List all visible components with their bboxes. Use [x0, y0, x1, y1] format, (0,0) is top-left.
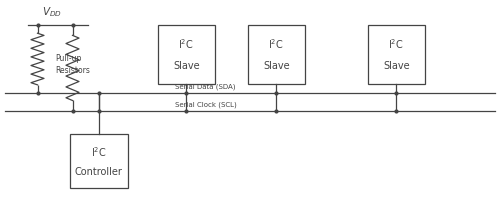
Text: Slave: Slave	[263, 61, 289, 71]
Text: $V_{DD}$: $V_{DD}$	[42, 5, 62, 19]
Text: I$^2$C: I$^2$C	[388, 37, 404, 51]
Bar	[368, 25, 425, 84]
Text: I$^2$C: I$^2$C	[178, 37, 194, 51]
Text: Slave: Slave	[383, 61, 409, 71]
Text: Slave: Slave	[173, 61, 200, 71]
Bar	[70, 134, 128, 188]
Bar	[248, 25, 305, 84]
Text: Serial Data (SDA): Serial Data (SDA)	[175, 84, 236, 90]
Bar	[158, 25, 215, 84]
Text: Pull-up
Resistors: Pull-up Resistors	[55, 54, 90, 75]
Text: Serial Clock (SCL): Serial Clock (SCL)	[175, 102, 237, 108]
Text: Controller: Controller	[75, 167, 122, 177]
Text: I$^2$C: I$^2$C	[91, 145, 106, 159]
Text: I$^2$C: I$^2$C	[268, 37, 284, 51]
